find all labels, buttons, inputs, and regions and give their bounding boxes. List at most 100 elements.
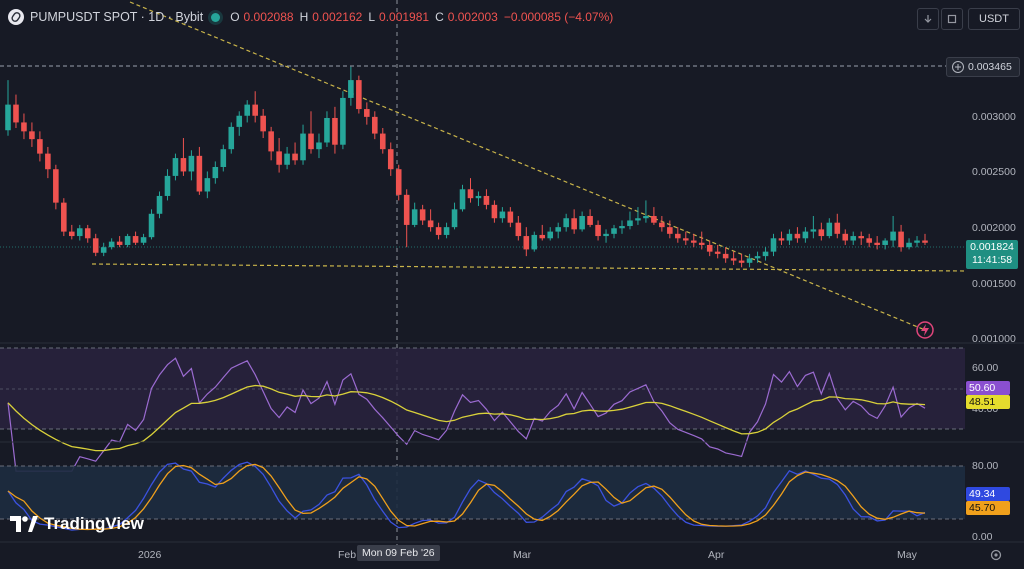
- candle-body: [61, 202, 67, 232]
- candle-body: [882, 240, 888, 245]
- stoch-tick: 0.00: [972, 531, 993, 543]
- price-tick: 0.002000: [972, 222, 1016, 234]
- candle-body: [340, 97, 346, 145]
- candle-body: [5, 104, 11, 131]
- add-marker-icon: [952, 61, 964, 73]
- candle-body: [188, 155, 195, 172]
- alert-icon[interactable]: [916, 321, 934, 339]
- candle-body: [156, 195, 163, 214]
- chart-settings-button[interactable]: [989, 548, 1005, 564]
- candle-body: [332, 117, 338, 145]
- fullscreen-button[interactable]: [941, 8, 963, 30]
- last-price-value: 0.001824: [970, 241, 1014, 253]
- candle-body: [459, 189, 466, 210]
- price-tick: 0.002500: [972, 166, 1016, 178]
- candle-body: [730, 258, 737, 261]
- candle-body: [603, 233, 609, 237]
- last-price-tag: 0.001824 11:41:58: [966, 240, 1018, 269]
- candle-body: [124, 236, 131, 245]
- candle-body: [308, 133, 314, 150]
- candle-body: [292, 153, 298, 161]
- symbol-title[interactable]: PUMPUSDT SPOT · 1D · Bybit: [30, 10, 204, 24]
- candle-body: [611, 228, 617, 234]
- price-marker[interactable]: 0.003465: [946, 57, 1020, 77]
- ohlc-values: O 0.002088 H 0.002162 L 0.001981 C 0.002003 …: [230, 10, 615, 24]
- candle-body: [507, 211, 514, 223]
- time-label: 2026: [138, 549, 162, 561]
- candle-body: [890, 231, 896, 241]
- candle-body: [21, 122, 27, 132]
- candle-body: [794, 233, 801, 239]
- candle-body: [69, 231, 75, 237]
- candle-body: [372, 116, 378, 134]
- candle-body: [690, 240, 697, 243]
- candle-body: [643, 216, 649, 219]
- currency-value: USDT: [979, 13, 1009, 25]
- candle-body: [53, 169, 59, 203]
- candle-body: [539, 234, 546, 239]
- legend-header: PUMPUSDT SPOT · 1D · Bybit O 0.002088 H 0.…: [0, 0, 1024, 34]
- tradingview-logo-icon: [10, 516, 38, 532]
- candle-body: [762, 251, 769, 257]
- stoch-d-tag: 45.70: [966, 501, 1010, 515]
- trendline-descending: [129, 1, 926, 331]
- fullscreen-icon: [947, 14, 957, 24]
- candle-body: [547, 231, 554, 239]
- candle-body: [316, 142, 322, 150]
- high-value: 0.002162: [312, 10, 363, 24]
- stoch-d-line: [7, 463, 926, 531]
- candle-body: [587, 216, 593, 225]
- candle-body: [531, 234, 538, 250]
- candle-body: [140, 237, 147, 243]
- candle-body: [563, 218, 569, 228]
- candle-body: [866, 238, 872, 243]
- candle-body: [898, 231, 904, 248]
- candle-body: [244, 104, 251, 116]
- candle-body: [395, 169, 402, 195]
- candle-body: [132, 236, 139, 243]
- open-label: O: [230, 10, 240, 24]
- candle-body: [92, 238, 99, 253]
- candle-body: [443, 227, 450, 235]
- candle-body: [818, 229, 825, 237]
- candle-body: [826, 222, 833, 237]
- candle-body: [45, 153, 51, 170]
- open-value: 0.002088: [243, 10, 294, 24]
- candle-body: [84, 228, 91, 239]
- candle-body: [619, 226, 625, 229]
- rsi-value-tag: 50.60: [966, 381, 1010, 395]
- candle-body: [252, 104, 258, 116]
- download-button[interactable]: [917, 8, 939, 30]
- currency-select[interactable]: USDT: [968, 8, 1020, 30]
- candle-body: [842, 233, 849, 241]
- candle-body: [220, 149, 227, 167]
- candle-body: [379, 133, 386, 150]
- candle-body: [483, 195, 490, 205]
- candle-body: [874, 242, 880, 245]
- candle-body: [834, 222, 841, 234]
- candle-body: [148, 213, 155, 238]
- candle-body: [411, 209, 418, 225]
- candle-body: [100, 247, 107, 253]
- candle-body: [706, 244, 713, 252]
- candles-group: [5, 66, 928, 268]
- candle-body: [555, 227, 561, 232]
- candle-body: [635, 218, 641, 221]
- candle-body: [906, 242, 912, 248]
- candle-body: [37, 139, 43, 154]
- time-label: May: [897, 549, 917, 561]
- candle-body: [651, 216, 657, 223]
- low-value: 0.001981: [379, 10, 430, 24]
- candle-body: [212, 166, 219, 179]
- candle-body: [571, 218, 577, 230]
- crosshair-date-label: Mon 09 Feb '26: [357, 545, 440, 561]
- tradingview-logo[interactable]: TradingView: [10, 514, 144, 534]
- candle-body: [228, 126, 235, 150]
- candle-body: [387, 149, 394, 170]
- high-label: H: [299, 10, 309, 24]
- candle-body: [523, 236, 530, 250]
- trendline-support: [91, 263, 966, 272]
- symbol-logo-icon: [8, 9, 24, 25]
- candle-body: [667, 227, 673, 234]
